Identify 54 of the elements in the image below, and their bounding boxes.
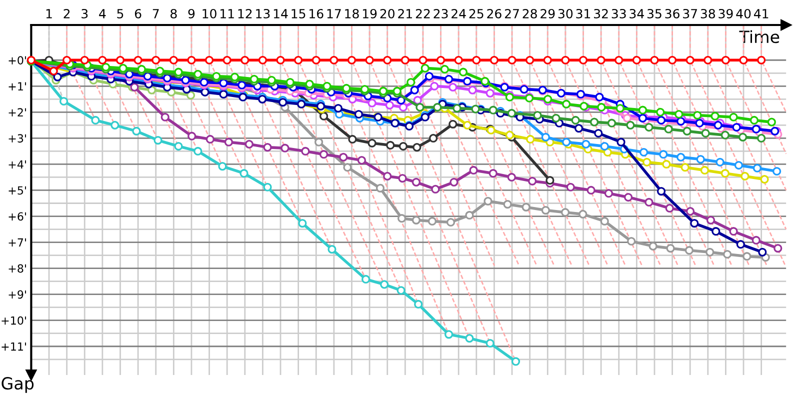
x-tick-label: 40 xyxy=(736,8,751,18)
x-tick-label: 15 xyxy=(292,9,306,18)
x-tick-label: 16 xyxy=(310,8,324,18)
x-tick-label: 37 xyxy=(683,8,697,18)
x-tick-label: 31 xyxy=(576,8,590,18)
x-tick-label: 18 xyxy=(345,8,359,18)
y-tick-label: +5' xyxy=(8,186,26,195)
x-tick-label: 8 xyxy=(170,8,177,18)
x-tick-label: 41 xyxy=(754,9,768,18)
x-tick-label: 33 xyxy=(612,8,626,18)
x-tick-label: 30 xyxy=(558,8,573,18)
x-tick-label: 10 xyxy=(202,8,216,18)
x-tick-label: 1 xyxy=(46,9,52,18)
x-tick-label: 11 xyxy=(220,9,234,18)
y-tick-label: +4' xyxy=(8,160,26,168)
x-tick-label: 20 xyxy=(380,8,394,18)
y-tick-label: +1' xyxy=(8,82,26,90)
x-tick-label: 6 xyxy=(134,8,142,18)
x-tick-label: 3 xyxy=(82,8,88,18)
x-tick-label: 29 xyxy=(540,8,555,18)
x-tick-label: 5 xyxy=(117,9,124,18)
x-tick-label: 4 xyxy=(99,9,106,18)
x-tick-label: 17 xyxy=(327,9,341,18)
y-tick-label: +8' xyxy=(8,264,26,273)
x-tick-label: 36 xyxy=(665,8,680,18)
x-tick-label: 32 xyxy=(594,8,608,18)
x-tick-label: 13 xyxy=(256,8,270,18)
y-tick-label: +3' xyxy=(8,134,26,143)
y-tick-label: +11' xyxy=(2,342,26,351)
x-tick-label: 25 xyxy=(469,8,484,18)
x-tick-label: 24 xyxy=(452,8,466,18)
x-tick-label: 14 xyxy=(274,9,288,18)
x-tick-label: 27 xyxy=(504,8,519,18)
x-tick-label: 9 xyxy=(188,8,195,18)
x-tick-label: 38 xyxy=(700,8,715,18)
x-tick-label: 7 xyxy=(152,9,159,18)
x-tick-label: 23 xyxy=(434,8,448,18)
y-tick-label: +9' xyxy=(8,290,26,299)
x-tick-label: 19 xyxy=(362,8,377,18)
y-tick-label: +7' xyxy=(8,238,26,247)
x-tick-label: 22 xyxy=(416,8,430,18)
x-tick-label: 12 xyxy=(238,8,252,18)
x-tick-label: 28 xyxy=(522,8,537,18)
x-tick-label: 35 xyxy=(647,8,662,18)
y-tick-label: +0' xyxy=(8,56,26,65)
y-axis-title: Gap xyxy=(2,377,34,393)
x-tick-label: 39 xyxy=(718,8,733,18)
x-tick-label: 21 xyxy=(398,8,412,18)
x-tick-label: 2 xyxy=(64,8,70,18)
x-tick-label: 34 xyxy=(630,8,644,18)
x-tick-label: 26 xyxy=(487,8,502,18)
y-tick-label: +6' xyxy=(8,212,26,221)
y-tick-label: +2' xyxy=(8,108,26,116)
y-tick-label: +10' xyxy=(2,316,26,325)
